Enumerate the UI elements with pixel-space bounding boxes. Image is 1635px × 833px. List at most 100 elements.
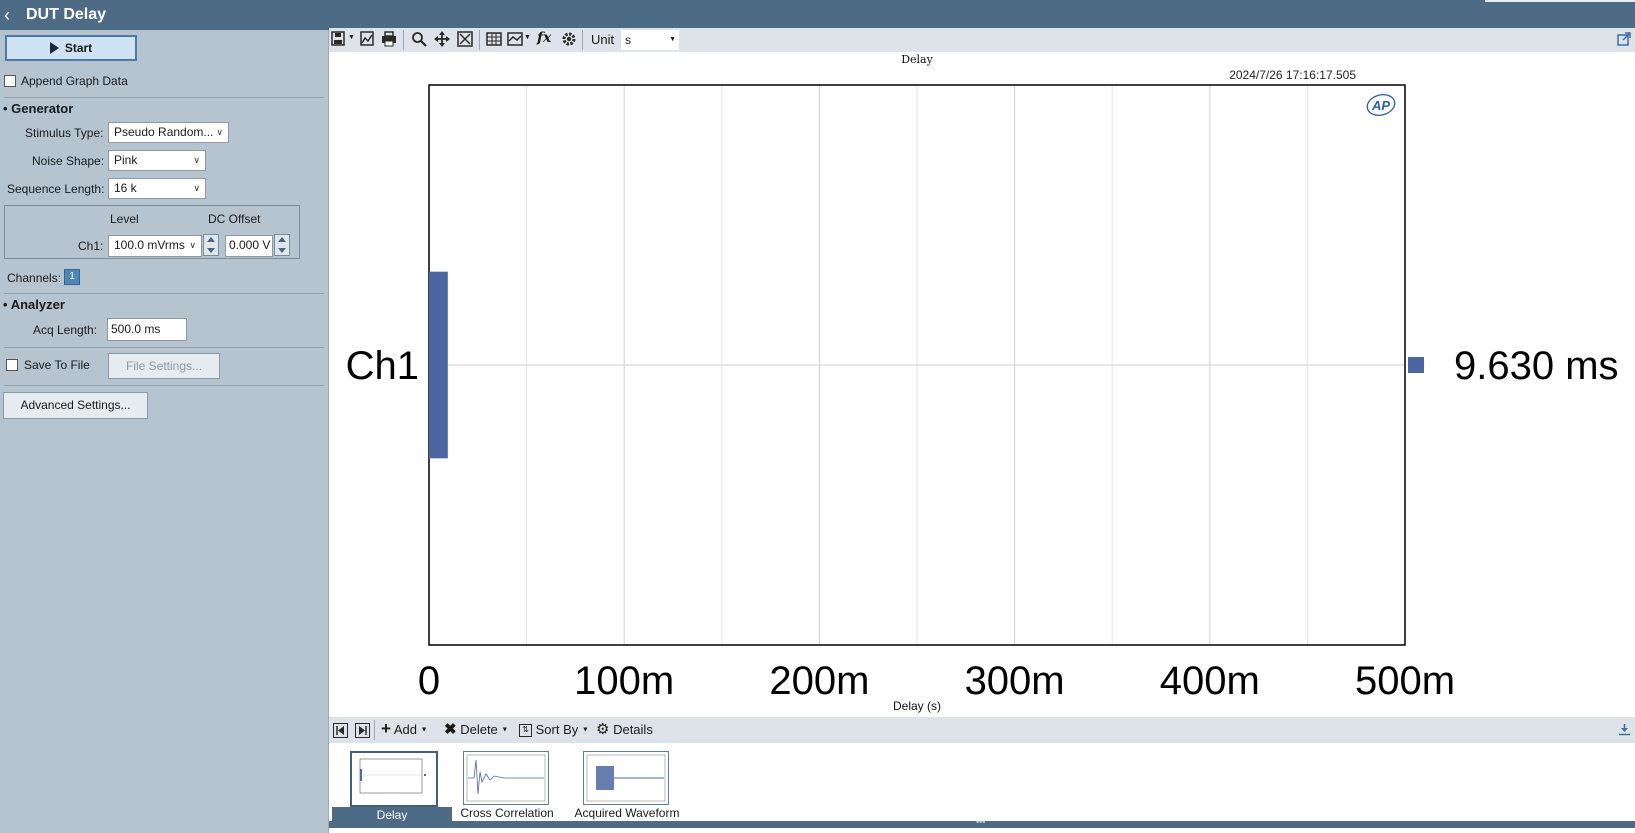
ch1-level-input[interactable]: 100.0 mVrms ∨ (108, 235, 202, 257)
thumbnail-cross-correlation-label: Cross Correlation (460, 806, 554, 820)
add-graph-button[interactable]: + Add ▼ (381, 719, 428, 739)
sort-by-button[interactable]: ⇅ Sort By ▼ (519, 722, 589, 739)
x-tick-label: 0 (418, 659, 440, 703)
title-bar (0, 0, 1635, 30)
append-graph-data-checkbox[interactable] (4, 75, 16, 87)
arrow-up-icon[interactable] (278, 237, 286, 242)
acq-length-input[interactable]: 500.0 ms (107, 318, 187, 341)
first-page-icon[interactable] (333, 723, 348, 738)
sequence-length-value: 16 k (114, 181, 137, 195)
dc-offset-header: DC Offset (208, 212, 261, 226)
channels-button[interactable]: 1 (64, 269, 80, 285)
details-label: Details (613, 722, 653, 737)
noise-shape-select[interactable]: Pink ∨ (108, 150, 206, 171)
x-tick-label: 400m (1160, 659, 1260, 703)
dropdown-arrow-icon[interactable]: ▼ (348, 34, 355, 41)
start-button[interactable]: Start (5, 35, 137, 61)
print-icon[interactable] (381, 31, 397, 47)
save-to-file-checkbox[interactable] (6, 359, 18, 371)
details-button[interactable]: ⚙ Details (596, 722, 653, 738)
delete-label: Delete (460, 722, 498, 737)
ch1-dc-offset-input[interactable]: 0.000 V (225, 235, 273, 257)
file-settings-button[interactable]: File Settings... (108, 353, 220, 379)
graph-toolbar: ▼ ▼ fx Unit s ▼ (329, 28, 1635, 52)
ch1-dc-offset-value: 0.000 V (229, 238, 271, 252)
thumbnail-cross-correlation-preview (463, 751, 549, 805)
settings-icon[interactable] (561, 31, 577, 47)
channels-label: Channels: (7, 271, 62, 285)
toolbar-divider (403, 30, 404, 50)
thumbnail-acquired-waveform-preview (583, 751, 669, 805)
ap-logo: AP (1366, 94, 1396, 116)
divider (4, 293, 324, 294)
bar-series: Ch1 9.630 ms (346, 271, 1619, 459)
unit-label: Unit (591, 32, 615, 47)
ch1-dc-offset-stepper[interactable] (274, 234, 290, 256)
unit-value: s (625, 33, 631, 47)
thumbnail-delay-label: Delay (332, 807, 452, 823)
thumbnail-delay-graphic (359, 758, 426, 794)
generator-level-group (4, 205, 300, 259)
sequence-length-select[interactable]: 16 k ∨ (108, 178, 206, 199)
table-icon[interactable] (486, 31, 502, 47)
graph-thumbnails: Delay Cross Correlation Acquired Wavefor… (329, 743, 1635, 823)
save-menu-icon[interactable] (331, 31, 347, 47)
noise-shape-label: Noise Shape: (32, 154, 105, 168)
chevron-down-icon: ∨ (216, 127, 223, 137)
thumbnail-delay[interactable]: Delay (332, 743, 452, 823)
grid-lines (429, 85, 1405, 645)
plus-icon: + (381, 719, 391, 738)
unit-select[interactable]: s ▼ (621, 30, 679, 50)
bullet: • (3, 101, 12, 116)
back-arrow-icon[interactable]: ‹ (4, 5, 10, 25)
toolbar-divider (582, 30, 583, 50)
advanced-settings-button[interactable]: Advanced Settings... (3, 392, 148, 419)
fx-icon[interactable]: fx (537, 30, 552, 46)
sequence-length-label: Sequence Length: (7, 182, 105, 196)
arrow-down-icon[interactable] (278, 248, 286, 253)
copy-graph-icon[interactable] (359, 31, 375, 47)
toolbar-divider (479, 30, 480, 50)
channels-count: 1 (69, 271, 75, 282)
bullet: • (3, 297, 11, 312)
resize-handle-icon[interactable]: ••• (976, 817, 986, 827)
ch1-level-stepper[interactable] (203, 234, 219, 256)
download-icon[interactable] (1618, 723, 1631, 736)
dropdown-arrow-icon[interactable]: ▼ (524, 34, 531, 41)
ap-logo-text: AP (1371, 98, 1390, 113)
chevron-down-icon: ∨ (189, 240, 196, 250)
dropdown-arrow-icon: ▼ (581, 726, 589, 734)
category-label: Ch1 (346, 344, 419, 388)
thumbnail-acquired-waveform[interactable]: Acquired Waveform (575, 743, 679, 820)
play-icon (49, 41, 59, 54)
x-tick-label: 300m (965, 659, 1065, 703)
thumbnail-cross-correlation[interactable]: Cross Correlation (459, 743, 555, 820)
x-tick-label: 500m (1355, 659, 1455, 703)
graph-list-toolbar: + Add ▼ ✖ Delete ▼ ⇅ Sort By ▼ ⚙ Details (329, 717, 1635, 743)
x-axis-label: Delay (s) (893, 699, 941, 713)
last-page-icon[interactable] (355, 723, 370, 738)
pop-out-icon[interactable] (1617, 32, 1631, 46)
analyzer-header[interactable]: • Analyzer (3, 297, 65, 312)
sort-icon: ⇅ (519, 724, 532, 738)
dropdown-arrow-icon: ▼ (420, 726, 428, 734)
chart-title: Delay (901, 53, 933, 66)
fit-icon[interactable] (457, 31, 473, 47)
append-graph-data-label: Append Graph Data (21, 74, 128, 88)
dropdown-arrow-icon: ▼ (669, 36, 676, 43)
bar-ch1 (429, 271, 448, 459)
generator-header[interactable]: • Generator (3, 101, 73, 116)
graph-style-icon[interactable] (507, 31, 523, 47)
arrow-up-icon[interactable] (207, 237, 215, 242)
thumbnail-delay-preview (350, 751, 438, 807)
zoom-icon[interactable] (411, 31, 427, 47)
pan-icon[interactable] (434, 31, 450, 47)
arrow-down-icon[interactable] (207, 248, 215, 253)
add-label: Add (393, 722, 417, 737)
acq-length-label: Acq Length: (33, 323, 98, 337)
value-label: 9.630 ms (1454, 344, 1619, 388)
stimulus-type-select[interactable]: Pseudo Random... ∨ (108, 122, 229, 143)
toolbar-divider (374, 720, 375, 740)
x-tick-label: 100m (574, 659, 674, 703)
delete-graph-button[interactable]: ✖ Delete ▼ (444, 722, 508, 739)
